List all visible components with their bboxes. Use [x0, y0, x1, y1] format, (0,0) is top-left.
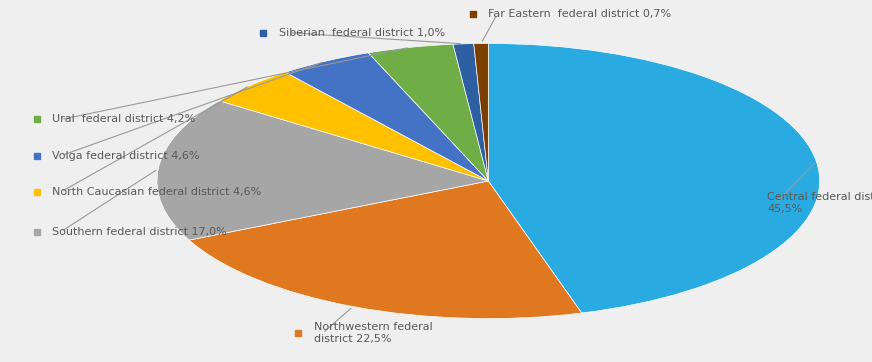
Wedge shape: [219, 72, 488, 181]
Wedge shape: [488, 43, 820, 313]
Wedge shape: [368, 44, 488, 181]
Wedge shape: [285, 53, 488, 181]
Text: Far Eastern  federal district 0,7%: Far Eastern federal district 0,7%: [488, 9, 671, 20]
Text: Northwestern federal
district 22,5%: Northwestern federal district 22,5%: [314, 322, 433, 344]
Wedge shape: [157, 101, 488, 240]
Text: Southern federal district 17,0%: Southern federal district 17,0%: [52, 227, 227, 237]
Text: Central federal district
45,5%: Central federal district 45,5%: [767, 192, 872, 214]
Text: Ural  federal district 4,2%: Ural federal district 4,2%: [52, 114, 195, 125]
Text: Siberian  federal district 1,0%: Siberian federal district 1,0%: [279, 28, 446, 38]
Wedge shape: [189, 181, 582, 319]
Text: Volga federal district 4,6%: Volga federal district 4,6%: [52, 151, 200, 161]
Text: North Caucasian federal district 4,6%: North Caucasian federal district 4,6%: [52, 187, 262, 197]
Wedge shape: [453, 43, 488, 181]
Wedge shape: [473, 43, 488, 181]
